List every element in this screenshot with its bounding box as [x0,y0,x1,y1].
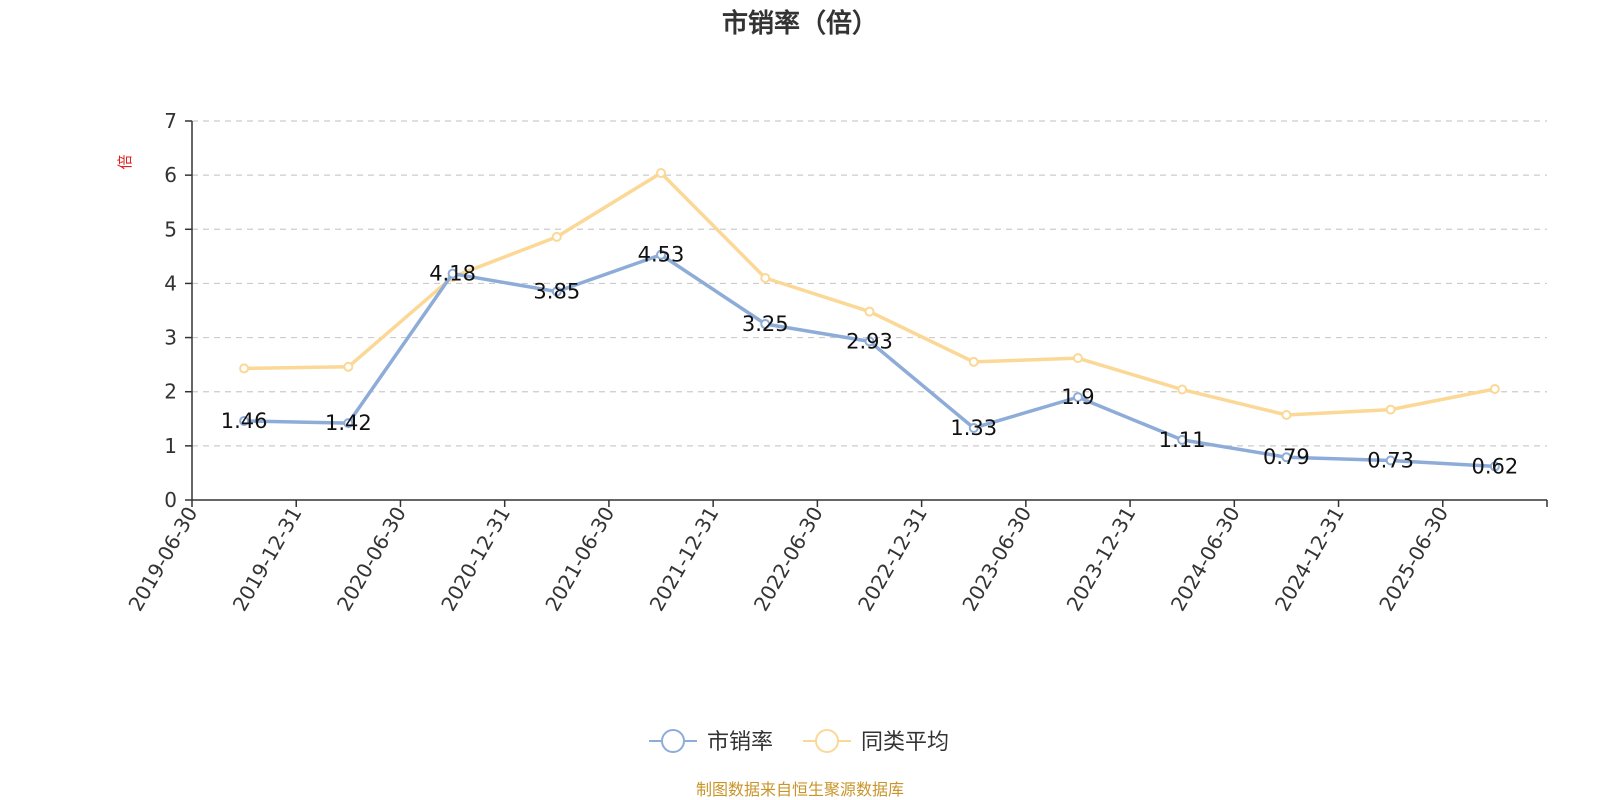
peer-average-point [343,361,354,372]
peer-average-point [1385,404,1396,415]
x-tick-label: 2019-06-30 [123,503,202,616]
grid-lines [192,120,1547,447]
data-label: 3.25 [742,312,789,336]
series-line-peer-average [244,171,1496,417]
peer-average-point [1177,384,1188,395]
x-tick-label: 2021-12-31 [645,503,724,616]
legend-label: 同类平均 [861,730,949,755]
peer-average-point [1489,384,1500,395]
chart-title: 市销率（倍） [722,8,878,39]
x-tick-label: 2023-06-30 [957,503,1036,616]
peer-average-point [1072,353,1083,364]
data-label: 1.46 [221,409,268,433]
pe-point [343,418,354,429]
peer-average-point [656,167,667,178]
x-tick-label: 2022-06-30 [749,503,828,616]
legend-swatch-marker [661,729,685,753]
x-tick-label: 2024-06-30 [1166,503,1245,616]
data-label: 1.42 [325,411,372,435]
data-label: 0.73 [1367,448,1414,472]
axes: 0 1 2 3 4 5 6 7 2019-06-30 2019-12-31 2020-06-30 20… [123,109,1548,616]
data-label: 0.62 [1472,454,1519,478]
pe-point [968,422,979,433]
pe-point [1072,392,1083,403]
pe-point [551,286,562,297]
legend-item-peer-average[interactable]: 同类平均 [803,729,949,755]
y-tick-label: 7 [164,109,177,133]
pe-point [239,415,250,426]
data-label: 0.79 [1263,445,1310,469]
data-label: 2.93 [846,329,893,353]
peer-average-point [968,356,979,367]
peer-average-point [551,231,562,242]
y-tick-label: 4 [164,271,177,295]
y-axis-unit-label: 倍 [116,154,134,169]
x-tick-label: 2024-12-31 [1270,503,1349,616]
data-label: 4.18 [429,262,476,286]
x-tick-label: 2023-12-31 [1062,503,1141,616]
legend-swatch-marker [815,729,839,753]
legend[interactable]: 市销率 同类平均 [649,729,949,755]
data-label: 4.53 [638,243,685,267]
data-label: 1.33 [950,416,997,440]
peer-average-point [760,273,771,284]
data-label: 1.9 [1061,385,1094,409]
data-label: 3.85 [533,280,580,304]
series-line-pe [244,252,1495,469]
pe-point [447,268,458,279]
legend-item-pe[interactable]: 市销率 [649,729,773,755]
y-tick-label: 1 [164,434,177,458]
data-labels: 1.46 1.42 4.18 3.85 4.53 3.25 2.93 1.33 1.9 1.11 0… [221,243,1519,479]
pe-point [1489,461,1500,472]
y-tick-label: 6 [164,163,177,187]
pe-point [1177,434,1188,445]
legend-label: 市销率 [707,730,773,755]
y-tick-label: 2 [164,380,177,404]
peer-average-point [239,363,250,374]
pe-point [1385,455,1396,466]
data-source-note: 制图数据来自恒生聚源数据库 [696,780,904,799]
pe-point [1281,452,1292,463]
pe-point [656,249,667,260]
x-tick-label: 2025-06-30 [1374,503,1453,616]
data-label: 1.11 [1159,428,1206,452]
x-tick-label: 2019-12-31 [228,503,307,616]
peer-average-point [1281,409,1292,420]
pe-point [760,319,771,330]
peer-average-point [864,306,875,317]
x-tick-label: 2022-12-31 [853,503,932,616]
x-tick-label: 2020-06-30 [332,503,411,616]
y-tick-label: 5 [164,217,177,241]
y-tick-label: 3 [164,326,177,350]
y-tick-label: 0 [164,488,177,512]
x-tick-label: 2021-06-30 [540,503,619,616]
pe-point [864,336,875,347]
series-lines [239,167,1500,472]
x-tick-label: 2020-12-31 [436,503,515,616]
